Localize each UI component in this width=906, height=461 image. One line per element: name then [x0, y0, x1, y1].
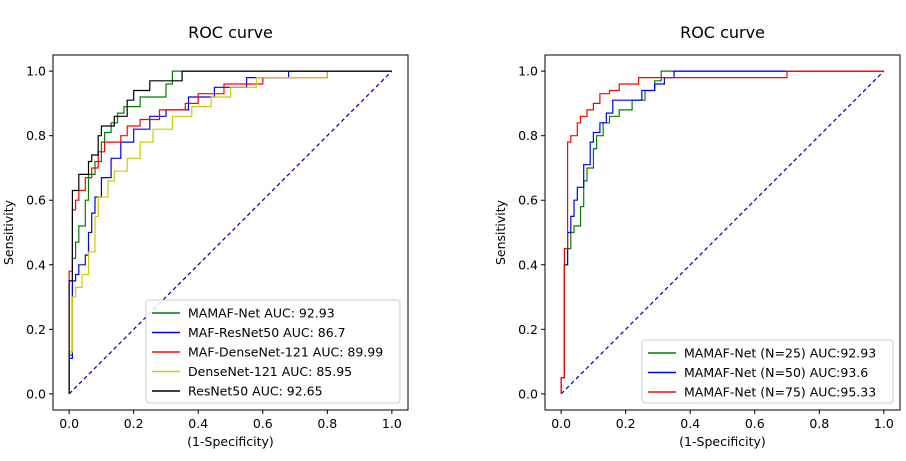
- y-tick-label: 1.0: [518, 64, 538, 79]
- x-tick-label: 0.0: [551, 416, 571, 431]
- x-axis-label: (1-Specificity): [187, 434, 274, 449]
- x-tick-label: 0.6: [745, 416, 765, 431]
- y-tick-label: 0.6: [518, 193, 538, 208]
- y-tick-label: 0.0: [518, 386, 538, 401]
- diagonal-reference-line: [560, 70, 885, 395]
- y-tick-label: 0.4: [518, 257, 538, 272]
- x-tick-label: 0.0: [59, 416, 79, 431]
- x-tick-label: 1.0: [874, 416, 894, 431]
- x-tick-label: 0.2: [124, 416, 144, 431]
- y-tick-label: 0.2: [518, 322, 538, 337]
- plot-frame: [52, 54, 409, 411]
- y-tick-label: 0.8: [26, 128, 46, 143]
- legend-entry: ResNet50 AUC: 92.65: [188, 384, 323, 399]
- x-tick-label: 0.4: [188, 416, 208, 431]
- legend-box: [641, 339, 894, 404]
- chart-title: ROC curve: [680, 23, 765, 42]
- legend-entry: DenseNet-121 AUC: 85.95: [188, 364, 352, 379]
- roc-series-line-2: [560, 70, 884, 394]
- x-tick-label: 1.0: [382, 416, 402, 431]
- legend: MAMAF-Net (N=25) AUC:92.93 MAMAF-Net (N=5…: [641, 339, 894, 404]
- roc-panel-1: ROC curve 0.0 0.2 0.4 0.6 0.8 1.0 0.0 0.2 0.4 0.6 0…: [1, 23, 409, 449]
- x-tick-label: 0.4: [680, 416, 700, 431]
- legend-entry: MAMAF-Net (N=75) AUC:95.33: [684, 385, 876, 400]
- legend-entry: MAMAF-Net (N=25) AUC:92.93: [684, 346, 876, 361]
- diagonal-reference-line: [68, 70, 393, 395]
- roc-series-line-5: [68, 70, 392, 394]
- y-axis-label: Sensitivity: [493, 199, 508, 265]
- legend: MAMAF-Net AUC: 92.93 MAF-ResNet50 AUC: 86…: [145, 299, 401, 404]
- y-tick-label: 1.0: [26, 64, 46, 79]
- roc-series-line-3: [68, 70, 392, 394]
- x-tick-label: 0.8: [317, 416, 337, 431]
- y-tick-label: 0.2: [26, 322, 46, 337]
- y-tick-label: 0.6: [26, 193, 46, 208]
- x-tick-label: 0.2: [616, 416, 636, 431]
- legend-entry: MAF-ResNet50 AUC: 86.7: [188, 325, 346, 340]
- roc-series-line-3: [560, 70, 884, 394]
- legend-entry: MAF-DenseNet-121 AUC: 89.99: [188, 345, 383, 360]
- chart-title: ROC curve: [188, 23, 273, 42]
- y-tick-label: 0.0: [26, 386, 46, 401]
- roc-series-line-4: [68, 70, 392, 394]
- y-tick-label: 0.4: [26, 257, 46, 272]
- roc-series-line-1: [560, 70, 884, 394]
- x-tick-label: 0.8: [809, 416, 829, 431]
- x-axis-label: (1-Specificity): [679, 434, 766, 449]
- y-tick-label: 0.8: [518, 128, 538, 143]
- y-axis-label: Sensitivity: [1, 199, 16, 265]
- roc-series-line-1: [68, 70, 392, 394]
- legend-entry: MAMAF-Net (N=50) AUC:93.6: [684, 365, 868, 380]
- x-tick-label: 0.6: [253, 416, 273, 431]
- legend-box: [145, 299, 401, 404]
- roc-panel-2: ROC curve 0.0 0.2 0.4 0.6 0.8 1.0 0.0 0.2 0.4 0.6 0…: [493, 23, 901, 449]
- plot-frame: [544, 54, 901, 411]
- legend-entry: MAMAF-Net AUC: 92.93: [188, 306, 335, 321]
